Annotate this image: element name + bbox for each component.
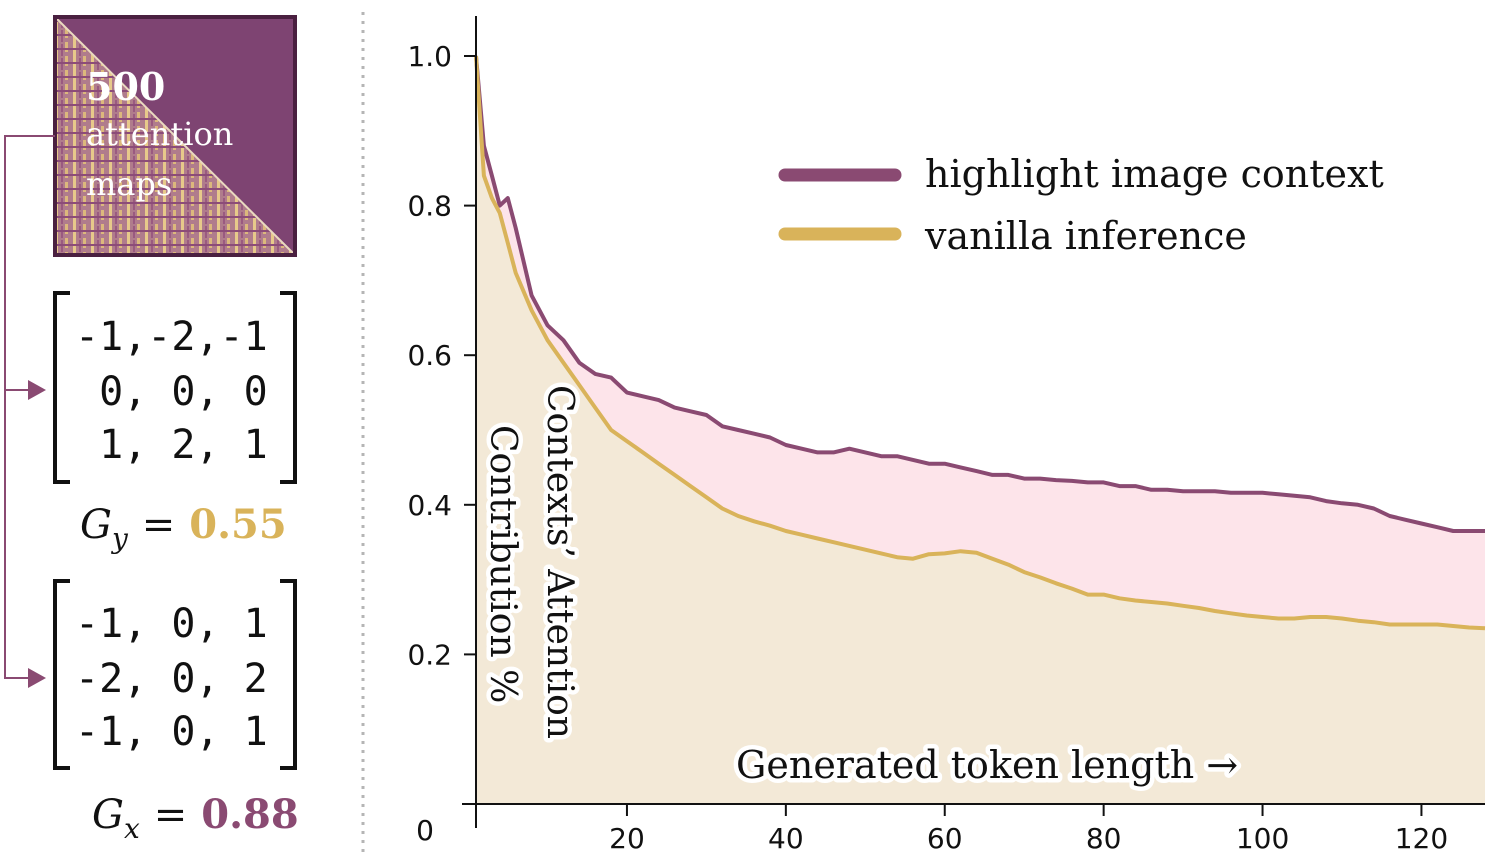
legend-label-vanilla: vanilla inference [924,214,1247,258]
chart: 0 0.2 0.4 0.6 0.8 1.0 20 40 60 80 100 120 Contexts… [407,16,1486,855]
attention-label-line1: attention [86,115,233,153]
kernel-y-bracket-right [280,291,297,484]
kernel-y-row-2: 0, 0, 0 [75,369,268,415]
attention-maps-box: 500 attention maps [53,15,297,257]
x-tick-label: 40 [768,822,804,855]
x-ticks: 20 40 60 80 100 120 [475,804,1448,855]
y-axis-label-line2: Contribution % [482,425,523,703]
y-tick-label: 0.8 [407,190,452,223]
kernel-y-row-1: -1,-2,-1 [75,314,268,360]
x-tick-label: 80 [1086,822,1122,855]
y-tick-label: 0 [416,814,434,847]
x-tick-label: 120 [1395,822,1448,855]
gx-label: Gx = 0.88 [92,791,299,845]
y-tick-label: 1.0 [407,40,452,73]
connector-main [4,135,55,679]
kernel-x-row-3: -1, 0, 1 [75,709,268,755]
y-tick-label: 0.6 [407,339,452,372]
gap-fill-area [476,56,1485,629]
kernel-x-bracket-right [280,579,297,770]
y-tick-label: 0.2 [407,638,452,671]
gy-label: Gy = 0.55 [80,501,287,555]
kernel-x-bracket-left [53,579,70,770]
y-axis-label-line1: Contexts’ Attention [539,385,580,739]
x-tick-label: 100 [1236,822,1289,855]
kernel-x-row-2: -2, 0, 2 [75,656,268,702]
vanilla-fill-area [476,56,1485,804]
attention-box-diagonal [54,16,296,256]
kernel-y-matrix: -1,-2,-1 0, 0, 0 1, 2, 1 [53,291,297,484]
attention-count: 500 [86,64,165,109]
kernel-x-matrix: -1, 0, 1 -2, 0, 2 -1, 0, 1 [53,579,297,770]
x-axis-label: Generated token length → [736,743,1238,787]
kernel-y-row-3: 1, 2, 1 [75,422,268,468]
legend: highlight image context vanilla inferenc… [778,152,1384,258]
connector-lines [4,135,55,679]
x-tick-label: 20 [609,822,645,855]
y-axis-label-line2-group: Contribution % [478,421,528,708]
series-line-highlight-image-context [474,55,1485,533]
arrow-gy-icon [28,380,46,400]
legend-label-highlight: highlight image context [925,152,1384,196]
y-axis-label-line1-group: Contexts’ Attention [535,381,585,744]
attention-label-line2: maps [86,165,172,203]
y-ticks: 0 0.2 0.4 0.6 0.8 1.0 [407,40,476,847]
series-line-vanilla-inference [474,55,1486,631]
kernel-x-row-1: -1, 0, 1 [75,601,268,647]
left-panel: 500 attention maps -1,-2,-1 0, 0, 0 1, 2… [4,15,299,845]
kernel-y-bracket-left [53,291,70,484]
arrow-gx-icon [28,668,46,688]
y-tick-label: 0.4 [407,489,452,522]
x-tick-label: 60 [927,822,963,855]
